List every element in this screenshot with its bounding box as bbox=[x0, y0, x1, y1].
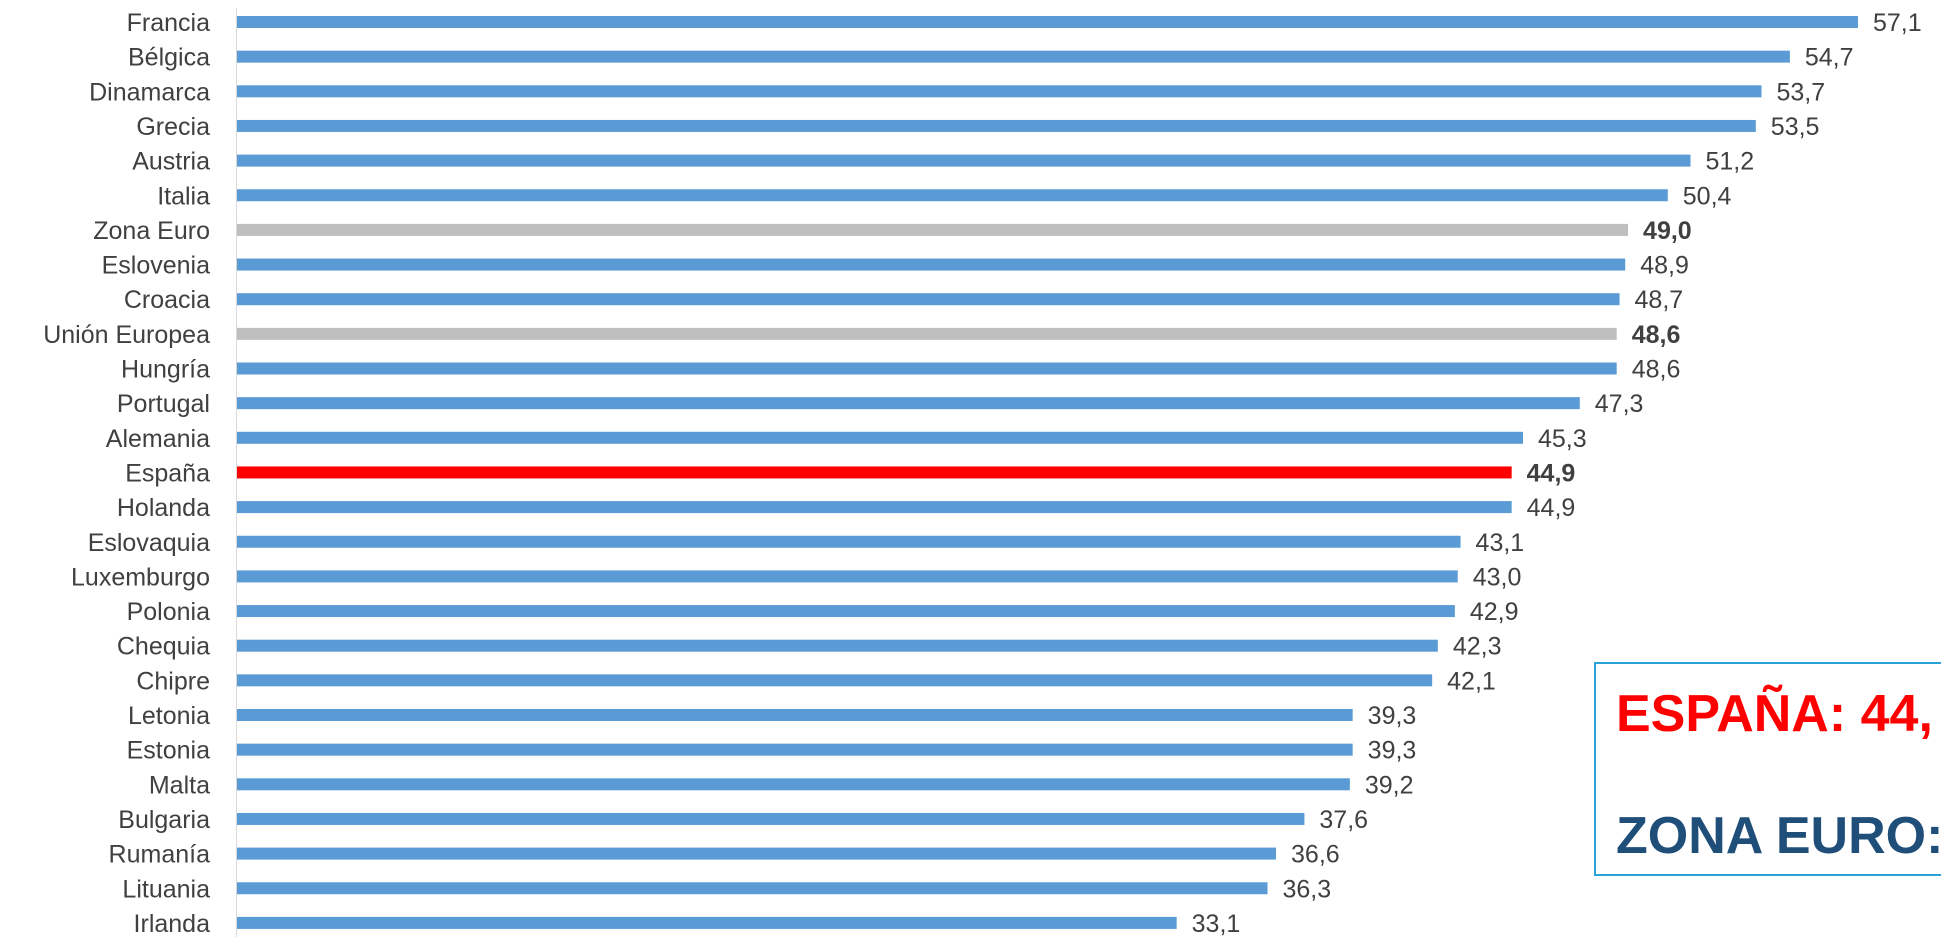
category-label-10: Hungría bbox=[121, 356, 210, 384]
bar-8 bbox=[237, 293, 1620, 306]
bar-14 bbox=[237, 501, 1512, 514]
bar-24 bbox=[237, 847, 1277, 860]
bar-26 bbox=[237, 916, 1177, 929]
bar-19 bbox=[237, 674, 1433, 687]
value-label-26: 33,1 bbox=[1192, 910, 1241, 937]
value-label-1: 54,7 bbox=[1805, 44, 1854, 72]
category-label-23: Bulgaria bbox=[118, 806, 210, 834]
bar-20 bbox=[237, 709, 1353, 721]
category-label-25: Lituania bbox=[122, 875, 210, 903]
value-label-12: 45,3 bbox=[1538, 425, 1587, 453]
bars-group bbox=[237, 16, 1858, 929]
value-label-22: 39,2 bbox=[1365, 771, 1414, 799]
category-label-21: Estonia bbox=[127, 737, 210, 765]
category-label-13: España bbox=[125, 459, 210, 487]
category-label-15: Eslovaquia bbox=[88, 529, 210, 557]
value-label-0: 57,1 bbox=[1873, 9, 1922, 37]
category-label-20: Letonia bbox=[128, 702, 210, 730]
category-label-5: Italia bbox=[157, 182, 210, 210]
bar-12 bbox=[237, 431, 1524, 444]
category-label-22: Malta bbox=[149, 771, 210, 799]
callout-spain-text: ESPAÑA: 44, bbox=[1616, 685, 1933, 743]
bar-18 bbox=[237, 639, 1438, 652]
category-labels-group: Francia Bélgica Dinamarca Grecia Austria Ital… bbox=[43, 9, 210, 937]
category-label-12: Alemania bbox=[106, 425, 210, 453]
category-label-9: Unión Europea bbox=[43, 321, 210, 349]
category-label-16: Luxemburgo bbox=[71, 563, 210, 591]
bar-4 bbox=[237, 154, 1691, 167]
value-label-6: 49,0 bbox=[1643, 217, 1692, 245]
category-label-7: Eslovenia bbox=[102, 252, 210, 280]
value-label-5: 50,4 bbox=[1683, 182, 1732, 210]
value-label-18: 42,3 bbox=[1453, 633, 1502, 661]
value-label-21: 39,3 bbox=[1368, 737, 1417, 765]
value-label-11: 47,3 bbox=[1595, 390, 1644, 418]
value-label-25: 36,3 bbox=[1283, 875, 1332, 903]
value-label-9: 48,6 bbox=[1632, 321, 1681, 349]
bar-9 bbox=[237, 327, 1617, 340]
value-label-19: 42,1 bbox=[1447, 667, 1496, 695]
bar-7 bbox=[237, 258, 1626, 271]
value-label-2: 53,7 bbox=[1776, 78, 1825, 106]
bar-10 bbox=[237, 362, 1617, 375]
category-label-0: Francia bbox=[127, 9, 210, 37]
category-label-2: Dinamarca bbox=[89, 78, 210, 106]
value-label-10: 48,6 bbox=[1632, 356, 1681, 384]
value-label-17: 42,9 bbox=[1470, 598, 1519, 626]
category-label-14: Holanda bbox=[117, 494, 210, 522]
bar-1 bbox=[237, 50, 1790, 63]
bar-0 bbox=[237, 16, 1858, 28]
bar-5 bbox=[237, 189, 1668, 202]
bar-15 bbox=[237, 535, 1461, 548]
value-label-8: 48,7 bbox=[1635, 286, 1684, 314]
value-label-3: 53,5 bbox=[1771, 113, 1820, 141]
category-label-8: Croacia bbox=[124, 286, 210, 314]
value-label-16: 43,0 bbox=[1473, 563, 1522, 591]
value-label-20: 39,3 bbox=[1368, 702, 1417, 730]
category-label-4: Austria bbox=[132, 148, 210, 176]
value-labels-group: 57,1 54,7 53,7 53,5 51,2 50,4 49,0 48,9 48,7 48,6… bbox=[1192, 9, 1922, 937]
category-label-3: Grecia bbox=[136, 113, 210, 141]
bar-23 bbox=[237, 812, 1305, 825]
bar-11 bbox=[237, 397, 1580, 410]
bar-16 bbox=[237, 570, 1458, 583]
value-label-24: 36,6 bbox=[1291, 841, 1340, 869]
bar-22 bbox=[237, 778, 1350, 791]
value-label-7: 48,9 bbox=[1640, 252, 1689, 280]
bar-21 bbox=[237, 743, 1353, 756]
value-label-13: 44,9 bbox=[1527, 459, 1576, 487]
category-label-26: Irlanda bbox=[134, 910, 211, 937]
category-label-24: Rumanía bbox=[109, 841, 211, 869]
bar-13 bbox=[237, 466, 1512, 479]
category-label-18: Chequia bbox=[117, 633, 210, 661]
value-label-15: 43,1 bbox=[1476, 529, 1525, 557]
value-label-4: 51,2 bbox=[1706, 148, 1755, 176]
callout-eurozone-text: ZONA EURO: bbox=[1616, 807, 1941, 865]
category-label-19: Chipre bbox=[136, 667, 210, 695]
category-label-1: Bélgica bbox=[128, 44, 210, 72]
value-label-23: 37,6 bbox=[1319, 806, 1368, 834]
summary-callout-box: ESPAÑA: 44, ZONA EURO: bbox=[1594, 662, 1941, 876]
bar-6 bbox=[237, 223, 1629, 236]
category-label-6: Zona Euro bbox=[93, 217, 210, 245]
bar-17 bbox=[237, 605, 1455, 618]
bar-2 bbox=[237, 85, 1762, 98]
value-label-14: 44,9 bbox=[1527, 494, 1576, 522]
category-label-17: Polonia bbox=[127, 598, 210, 626]
category-label-11: Portugal bbox=[117, 390, 210, 418]
bar-3 bbox=[237, 119, 1756, 132]
bar-25 bbox=[237, 882, 1268, 895]
